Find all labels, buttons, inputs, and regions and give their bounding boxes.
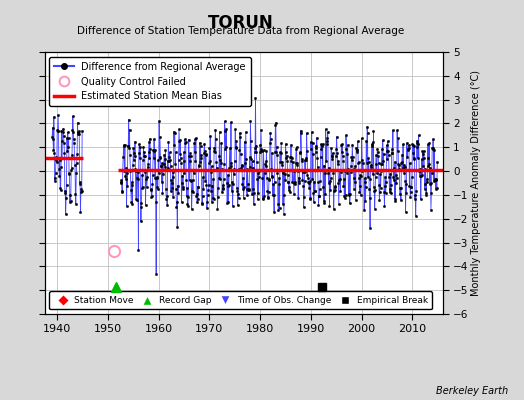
Y-axis label: Monthly Temperature Anomaly Difference (°C): Monthly Temperature Anomaly Difference (… — [472, 70, 482, 296]
Text: TORUN: TORUN — [208, 14, 274, 32]
Legend: Difference from Regional Average, Quality Control Failed, Estimated Station Mean: Difference from Regional Average, Qualit… — [49, 57, 251, 106]
Text: Berkeley Earth: Berkeley Earth — [436, 386, 508, 396]
Text: Difference of Station Temperature Data from Regional Average: Difference of Station Temperature Data f… — [78, 26, 405, 36]
